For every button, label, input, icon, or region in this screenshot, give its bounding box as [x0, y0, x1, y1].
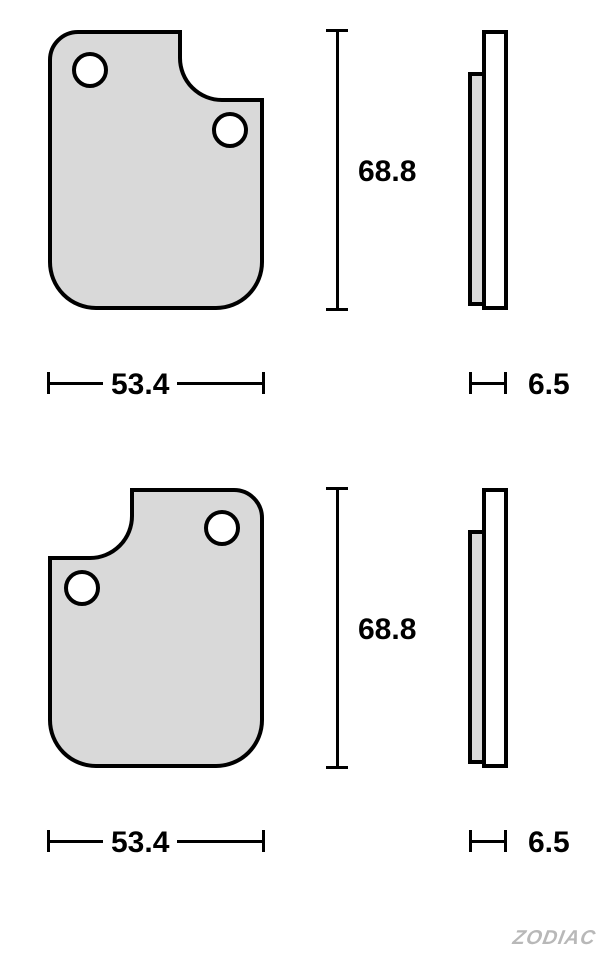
dim-width-bottom-label: 53.4: [103, 826, 177, 860]
dim-tick: [326, 487, 348, 490]
watermark-text: ZODIAC: [511, 927, 596, 950]
dim-tick: [504, 830, 507, 852]
brake-pad-top-group: 68.8 53.4 6.5: [0, 0, 596, 460]
dim-line-height-top: [336, 30, 339, 310]
dim-tick: [262, 372, 265, 394]
dim-width-top-label: 53.4: [103, 368, 177, 402]
brake-pad-top-side-view: [450, 30, 510, 310]
dim-line-thickness-bottom: [470, 840, 506, 843]
dim-height-top-label: 68.8: [358, 155, 416, 189]
dim-tick: [262, 830, 265, 852]
dim-tick: [326, 308, 348, 311]
dim-thickness-bottom-label: 6.5: [528, 826, 570, 860]
brake-pad-bottom-side-view: [450, 488, 510, 768]
dim-line-thickness-top: [470, 382, 506, 385]
dim-tick: [326, 29, 348, 32]
dim-tick: [326, 766, 348, 769]
brake-pad-bottom-front-view: [48, 488, 264, 768]
dim-height-bottom-label: 68.8: [358, 613, 416, 647]
dim-tick: [469, 830, 472, 852]
dim-tick: [47, 372, 50, 394]
diagram-container: 68.8 53.4 6.5 68.8: [0, 0, 596, 960]
brake-pad-bottom-group: 68.8 53.4 6.5: [0, 458, 596, 918]
dim-tick: [47, 830, 50, 852]
brake-pad-top-front-view: [48, 30, 264, 310]
dim-tick: [504, 372, 507, 394]
dim-line-height-bottom: [336, 488, 339, 768]
dim-thickness-top-label: 6.5: [528, 368, 570, 402]
dim-tick: [469, 372, 472, 394]
